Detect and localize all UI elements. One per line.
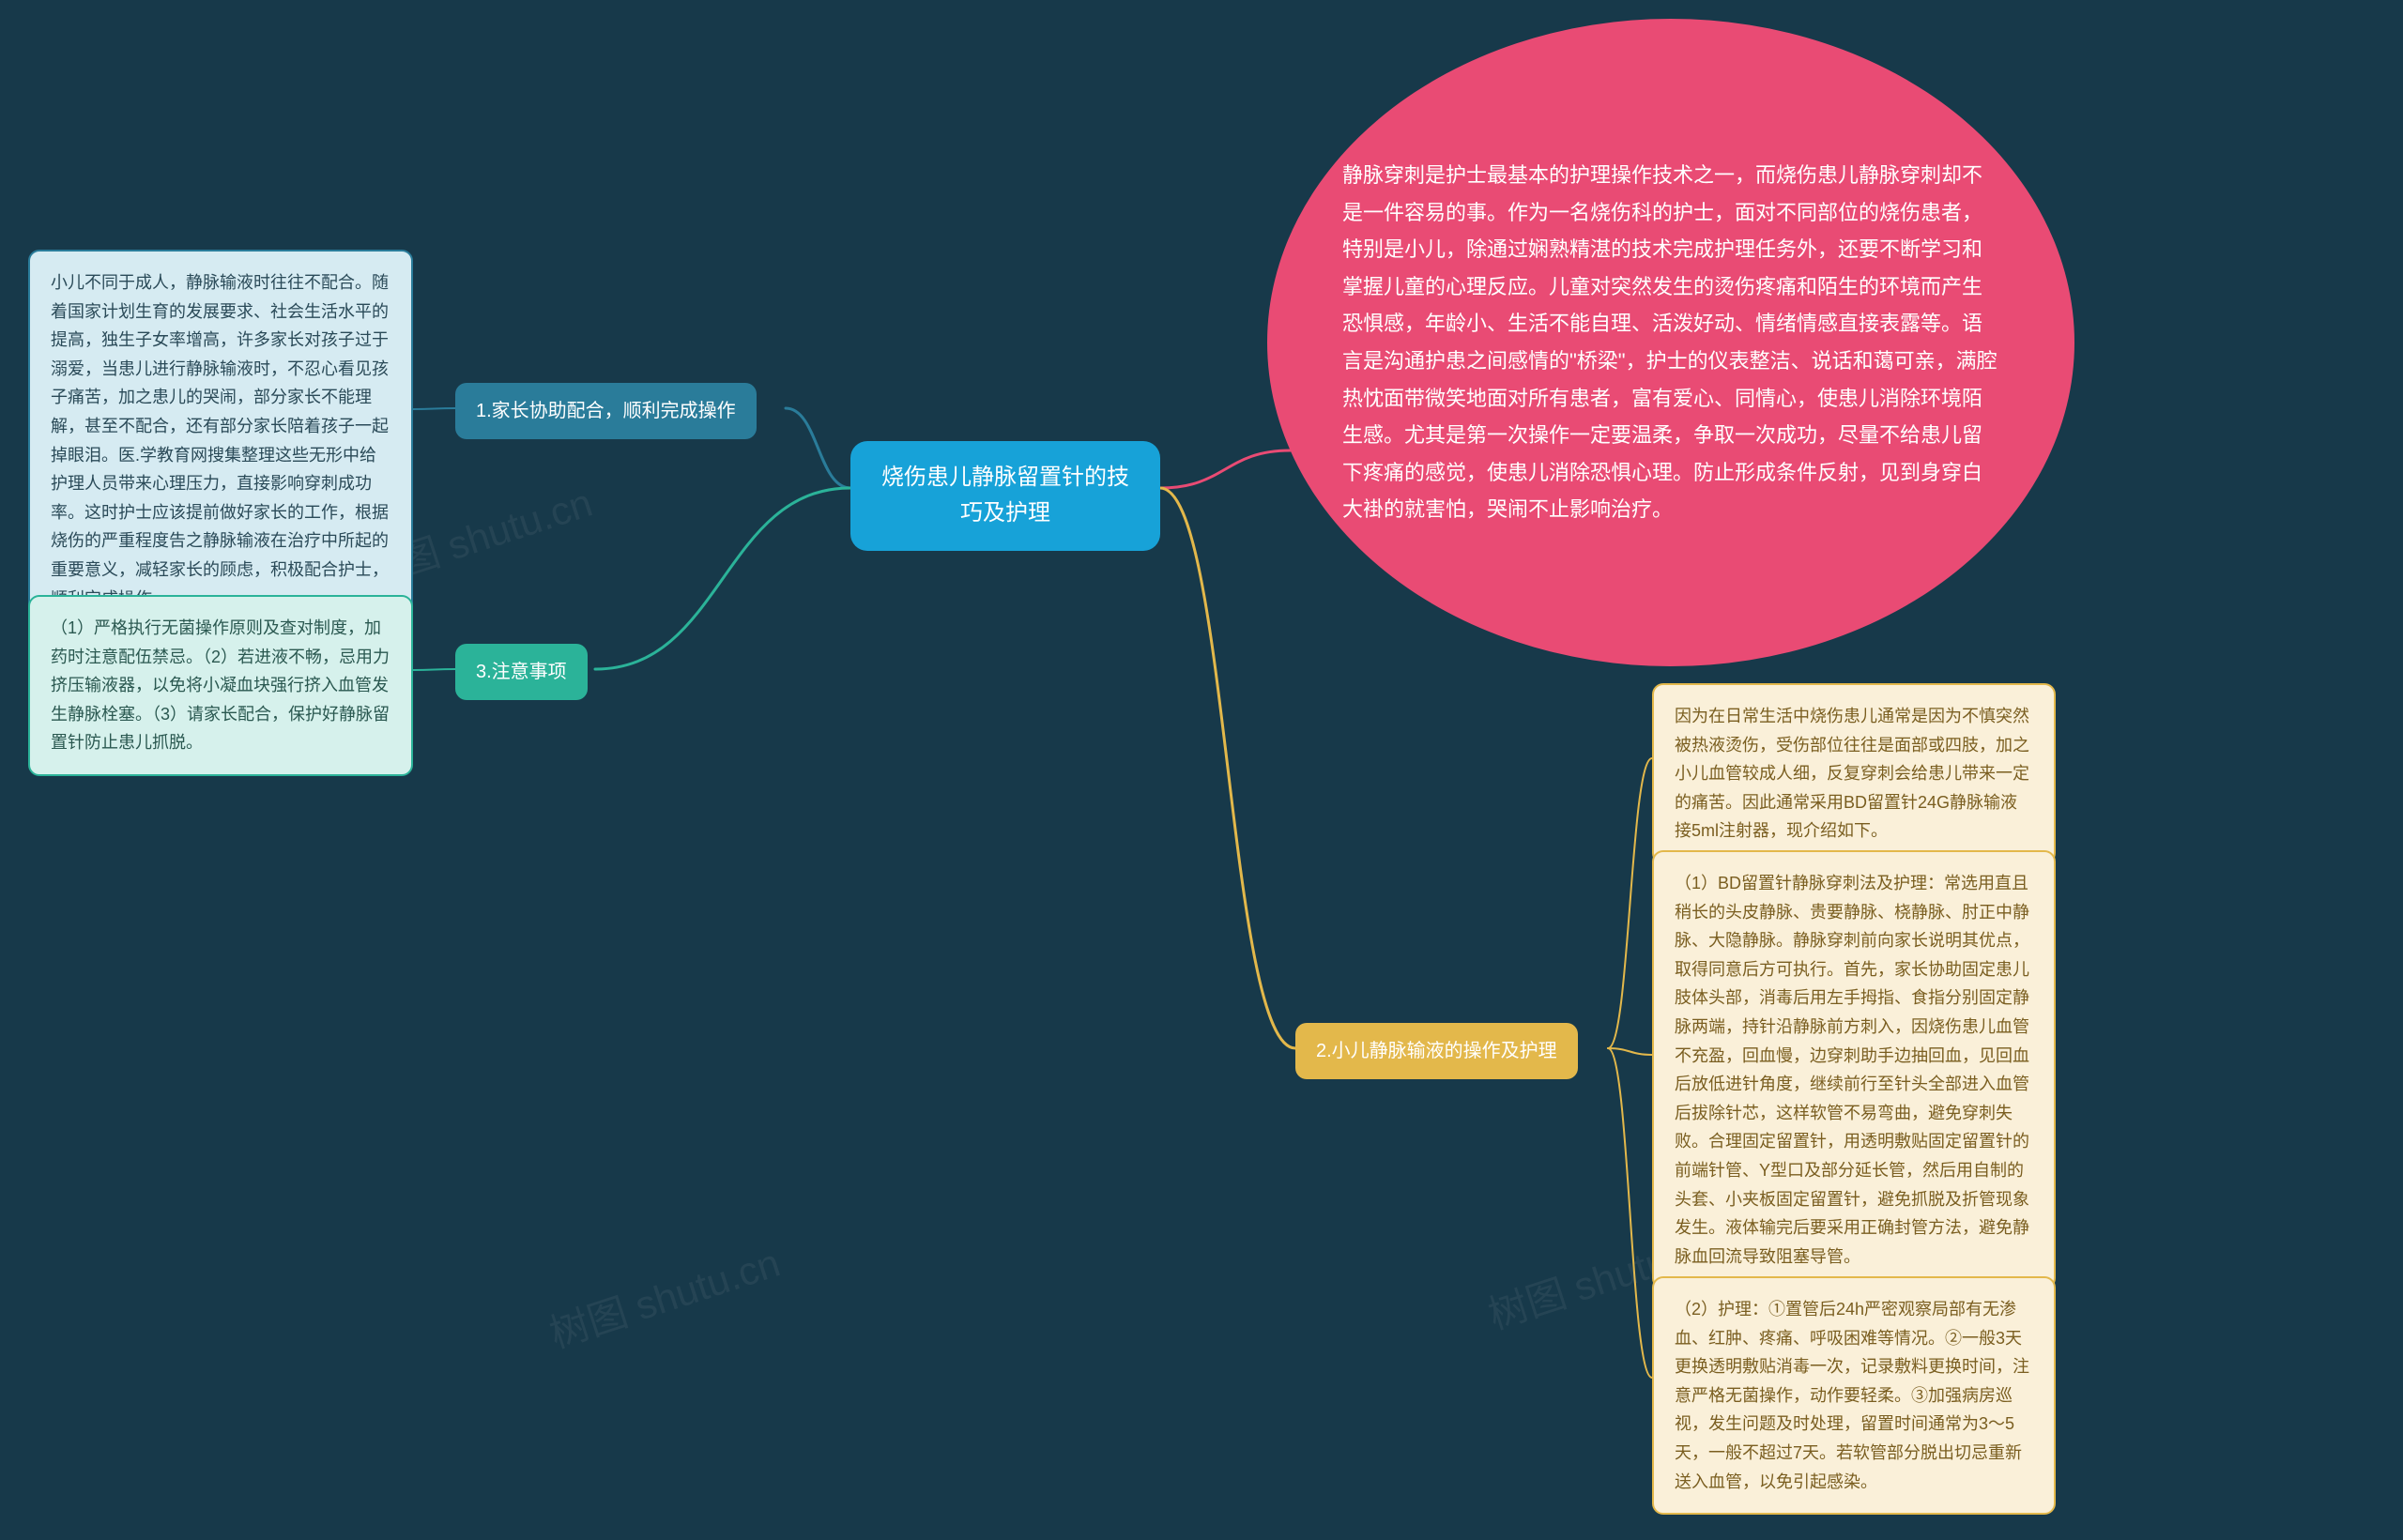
leaf-l1[interactable]: 小儿不同于成人，静脉输液时往往不配合。随着国家计划生育的发展要求、社会生活水平的… — [28, 250, 413, 632]
leaf-l3[interactable]: （1）严格执行无菌操作原则及查对制度，加药时注意配伍禁忌。（2）若进液不畅，忌用… — [28, 595, 413, 776]
root-node[interactable]: 烧伤患儿静脉留置针的技巧及护理 — [850, 441, 1160, 551]
branch-b2[interactable]: 2.小儿静脉输液的操作及护理 — [1295, 1023, 1578, 1079]
intro-text: 静脉穿刺是护士最基本的护理操作技术之一，而烧伤患儿静脉穿刺却不是一件容易的事。作… — [1267, 157, 2074, 528]
intro-ellipse[interactable]: 静脉穿刺是护士最基本的护理操作技术之一，而烧伤患儿静脉穿刺却不是一件容易的事。作… — [1267, 19, 2074, 666]
branch-b3[interactable]: 3.注意事项 — [455, 644, 588, 700]
leaf-l2a[interactable]: 因为在日常生活中烧伤患儿通常是因为不慎突然被热液烫伤，受伤部位往往是面部或四肢，… — [1652, 683, 2056, 864]
leaf-l2c[interactable]: （2）护理：①置管后24h严密观察局部有无渗血、红肿、疼痛、呼吸困难等情况。②一… — [1652, 1276, 2056, 1515]
leaf-l2b[interactable]: （1）BD留置针静脉穿刺法及护理：常选用直且稍长的头皮静脉、贵要静脉、桡静脉、肘… — [1652, 850, 2056, 1289]
branch-b1[interactable]: 1.家长协助配合，顺利完成操作 — [455, 383, 757, 439]
